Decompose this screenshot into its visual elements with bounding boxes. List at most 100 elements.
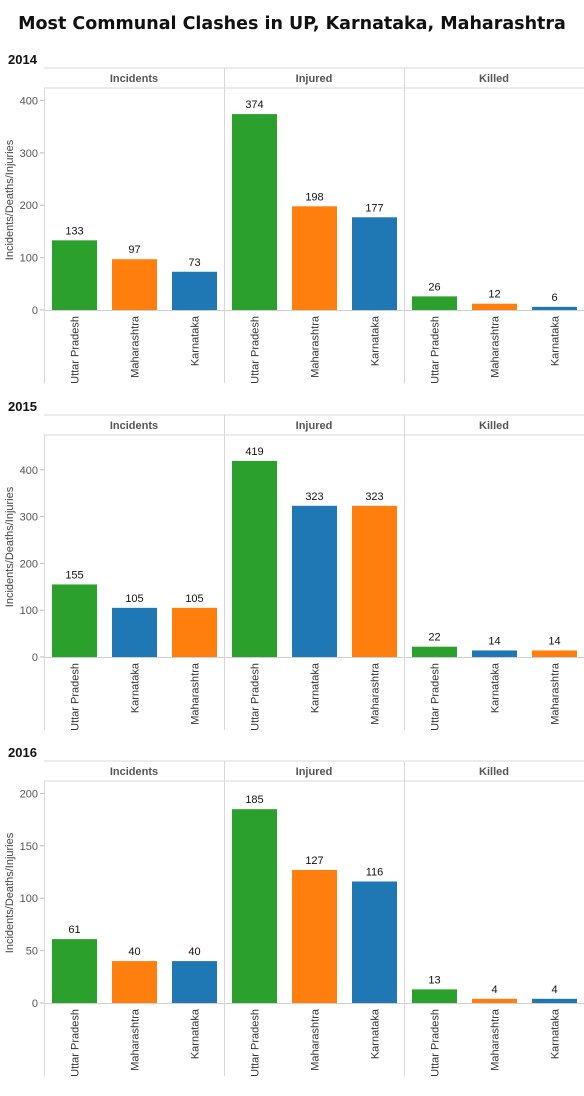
bar xyxy=(472,650,517,657)
bar xyxy=(112,607,157,657)
category-label: Karnataka xyxy=(490,662,502,713)
bar-value-label: 40 xyxy=(128,946,140,958)
panel-header: Incidents xyxy=(110,73,158,85)
y-axis-title: Incidents/Deaths/Injuries xyxy=(4,832,16,953)
bar-value-label: 419 xyxy=(245,446,263,458)
panel-header: Injured xyxy=(296,420,333,432)
bar-value-label: 6 xyxy=(551,292,557,304)
category-label: Uttar Pradesh xyxy=(70,316,82,384)
y-tick-label: 200 xyxy=(20,558,38,570)
bar xyxy=(352,505,397,657)
y-tick-label: 400 xyxy=(20,465,38,477)
year-label: 2014 xyxy=(8,52,38,67)
category-label: Uttar Pradesh xyxy=(70,663,82,731)
category-label: Maharashtra xyxy=(130,315,142,378)
year-label: 2015 xyxy=(8,399,37,414)
category-label: Maharashtra xyxy=(490,1008,502,1071)
bar-value-label: 97 xyxy=(128,244,140,256)
bar-value-label: 26 xyxy=(428,281,440,293)
y-tick-label: 100 xyxy=(20,253,38,265)
category-label: Karnataka xyxy=(550,315,562,366)
y-tick-label: 400 xyxy=(20,95,38,107)
category-label: Karnataka xyxy=(370,1008,382,1059)
bar xyxy=(532,306,577,310)
category-label: Karnataka xyxy=(370,315,382,366)
panel-header: Incidents xyxy=(110,420,158,432)
bar-value-label: 13 xyxy=(428,974,440,986)
bar xyxy=(52,939,97,1003)
year-label: 2016 xyxy=(8,745,37,760)
category-label: Karnataka xyxy=(550,1008,562,1059)
bar-value-label: 105 xyxy=(185,593,203,605)
bar xyxy=(472,998,517,1003)
bar xyxy=(412,646,457,657)
bar-value-label: 4 xyxy=(551,984,557,996)
bar-value-label: 185 xyxy=(245,794,263,806)
y-tick-label: 200 xyxy=(20,200,38,212)
bar xyxy=(472,303,517,310)
y-axis-title: Incidents/Deaths/Injuries xyxy=(4,139,16,260)
bar xyxy=(352,881,397,1003)
bar-value-label: 177 xyxy=(365,202,383,214)
bar-value-label: 127 xyxy=(305,855,323,867)
bar xyxy=(532,998,577,1003)
panel-header: Killed xyxy=(479,766,509,778)
panel-header: Killed xyxy=(479,420,509,432)
bar-value-label: 12 xyxy=(488,289,500,301)
category-label: Maharashtra xyxy=(370,662,382,725)
category-label: Uttar Pradesh xyxy=(250,316,262,384)
bar xyxy=(352,217,397,310)
bar-value-label: 14 xyxy=(488,635,500,647)
category-label: Maharashtra xyxy=(190,662,202,725)
y-tick-label: 0 xyxy=(32,652,38,664)
bar xyxy=(52,240,97,310)
category-label: Karnataka xyxy=(130,662,142,713)
category-label: Uttar Pradesh xyxy=(70,1009,82,1077)
bar xyxy=(52,584,97,657)
category-label: Maharashtra xyxy=(310,315,322,378)
bar xyxy=(172,271,217,310)
bar xyxy=(112,259,157,310)
y-tick-label: 0 xyxy=(32,998,38,1010)
category-label: Uttar Pradesh xyxy=(430,316,442,384)
bar-value-label: 198 xyxy=(305,191,323,203)
bar-value-label: 22 xyxy=(428,632,440,644)
category-label: Maharashtra xyxy=(550,662,562,725)
category-label: Karnataka xyxy=(310,662,322,713)
bar xyxy=(412,989,457,1003)
panel-header: Killed xyxy=(479,73,509,85)
y-tick-label: 150 xyxy=(20,841,38,853)
category-label: Uttar Pradesh xyxy=(430,663,442,731)
bar xyxy=(412,296,457,310)
category-label: Uttar Pradesh xyxy=(250,1009,262,1077)
bar xyxy=(232,460,277,657)
bar-value-label: 40 xyxy=(188,946,200,958)
bar xyxy=(232,809,277,1003)
bar xyxy=(232,114,277,310)
y-tick-label: 0 xyxy=(32,305,38,317)
y-tick-label: 100 xyxy=(20,605,38,617)
y-tick-label: 50 xyxy=(26,946,38,958)
bar xyxy=(532,650,577,657)
bar-value-label: 323 xyxy=(365,491,383,503)
panel-header: Incidents xyxy=(110,766,158,778)
panel-header: Injured xyxy=(296,73,333,85)
bar-value-label: 116 xyxy=(366,866,384,878)
bar xyxy=(172,961,217,1003)
bar xyxy=(292,206,337,310)
category-label: Maharashtra xyxy=(130,1008,142,1071)
y-tick-label: 300 xyxy=(20,512,38,524)
y-axis-title: Incidents/Deaths/Injuries xyxy=(4,486,16,607)
bar-value-label: 4 xyxy=(491,984,497,996)
y-tick-label: 100 xyxy=(20,893,38,905)
bar-value-label: 133 xyxy=(65,225,83,237)
bar-value-label: 374 xyxy=(245,99,263,111)
chart-title: Most Communal Clashes in UP, Karnataka, … xyxy=(18,14,566,34)
bar xyxy=(172,607,217,657)
category-label: Uttar Pradesh xyxy=(250,663,262,731)
bar-value-label: 105 xyxy=(125,593,143,605)
bar-value-label: 323 xyxy=(305,491,323,503)
bar-value-label: 155 xyxy=(65,569,83,581)
y-tick-label: 200 xyxy=(20,788,38,800)
